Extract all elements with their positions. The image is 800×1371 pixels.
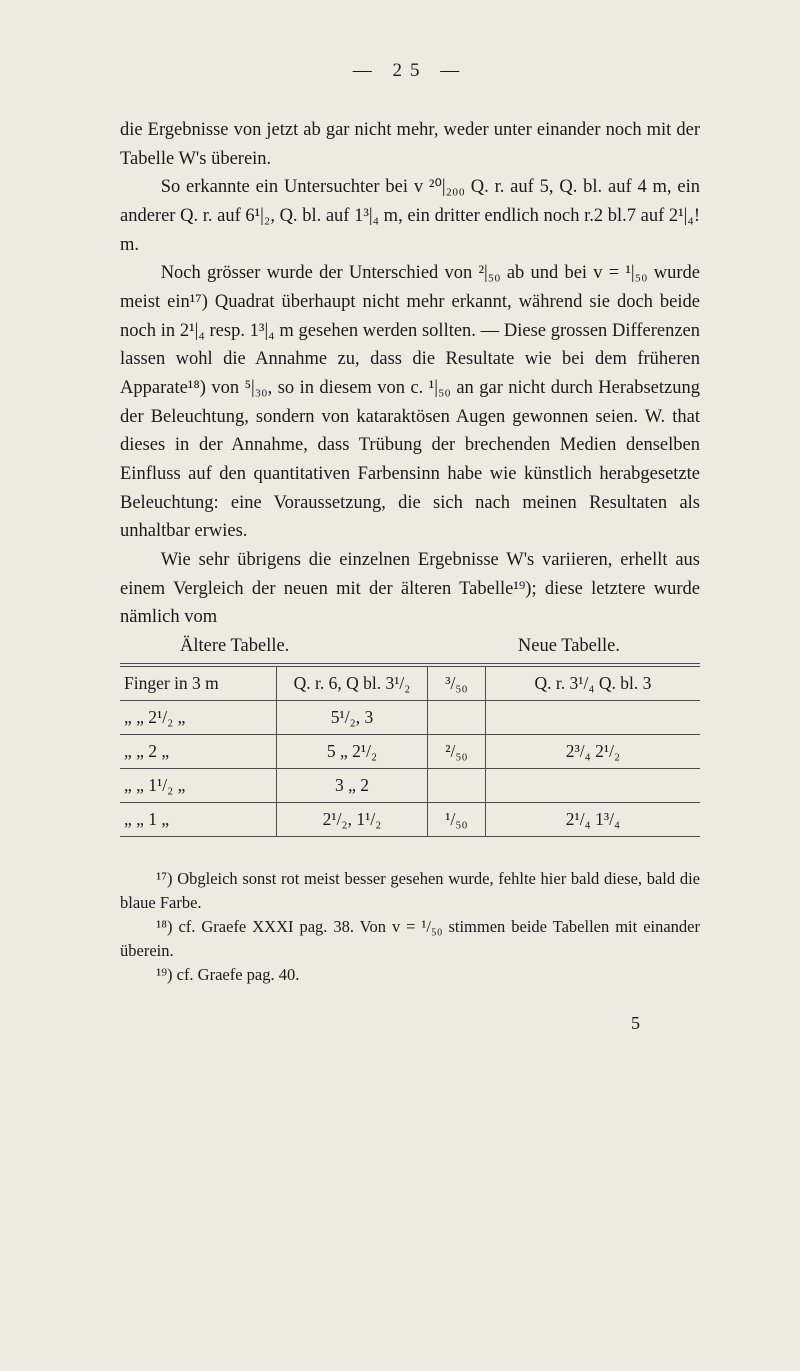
table-cell: 2³/₄ 2¹/₂ xyxy=(485,735,700,769)
comparison-table: Finger in 3 m Q. r. 6, Q bl. 3¹/₂ ³/₅₀ Q… xyxy=(120,663,700,837)
table-cell xyxy=(485,769,700,803)
signature-number: 5 xyxy=(120,1013,700,1034)
footnote-18: ¹⁸) cf. Graefe XXXI pag. 38. Von v = ¹/₅… xyxy=(120,915,700,963)
footnotes: ¹⁷) Obgleich sonst rot meist besser gese… xyxy=(120,867,700,987)
table-cell: 3 „ 2 xyxy=(277,769,428,803)
table-cell: 2¹/₄ 1³/₄ xyxy=(485,803,700,837)
table-cell: ²/₅₀ xyxy=(427,735,485,769)
footnote-17: ¹⁷) Obgleich sonst rot meist besser gese… xyxy=(120,867,700,915)
table-cell xyxy=(485,701,700,735)
table-cell: 5¹/₂, 3 xyxy=(277,701,428,735)
table-heading-right: Neue Tabelle. xyxy=(518,636,700,657)
table-cell: 5 „ 2¹/₂ xyxy=(277,735,428,769)
table-row: „ „ 2 „ 5 „ 2¹/₂ ²/₅₀ 2³/₄ 2¹/₂ xyxy=(120,735,700,769)
table-headings: Ältere Tabelle. Neue Tabelle. xyxy=(120,636,700,657)
page-number: — 25 — xyxy=(120,60,700,82)
table-cell: „ „ 2¹/₂ „ xyxy=(120,701,277,735)
table-cell xyxy=(427,701,485,735)
table-cell: „ „ 1¹/₂ „ xyxy=(120,769,277,803)
table-cell xyxy=(427,769,485,803)
table-cell: „ „ 2 „ xyxy=(120,735,277,769)
table-cell: „ „ 1 „ xyxy=(120,803,277,837)
table-header-cell: Finger in 3 m xyxy=(120,665,277,701)
table-cell: ¹/₅₀ xyxy=(427,803,485,837)
table-row: „ „ 1 „ 2¹/₂, 1¹/₂ ¹/₅₀ 2¹/₄ 1³/₄ xyxy=(120,803,700,837)
paragraph-4: Wie sehr übrigens die einzelnen Ergebnis… xyxy=(120,546,700,632)
paragraph-1: die Ergebnisse von jetzt ab gar nicht me… xyxy=(120,116,700,173)
table-row: „ „ 2¹/₂ „ 5¹/₂, 3 xyxy=(120,701,700,735)
body-text: die Ergebnisse von jetzt ab gar nicht me… xyxy=(120,116,700,632)
table-row: „ „ 1¹/₂ „ 3 „ 2 xyxy=(120,769,700,803)
table-header-cell: Q. r. 6, Q bl. 3¹/₂ xyxy=(277,665,428,701)
table-header-cell: Q. r. 3¹/₄ Q. bl. 3 xyxy=(485,665,700,701)
table-header-cell: ³/₅₀ xyxy=(427,665,485,701)
footnote-19: ¹⁹) cf. Graefe pag. 40. xyxy=(120,963,700,987)
table-header-row: Finger in 3 m Q. r. 6, Q bl. 3¹/₂ ³/₅₀ Q… xyxy=(120,665,700,701)
paragraph-2: So erkannte ein Untersuchter bei v ²⁰|₂₀… xyxy=(120,173,700,259)
table-heading-left: Ältere Tabelle. xyxy=(120,636,289,657)
table-cell: 2¹/₂, 1¹/₂ xyxy=(277,803,428,837)
paragraph-3: Noch grösser wurde der Unterschied von ²… xyxy=(120,259,700,546)
